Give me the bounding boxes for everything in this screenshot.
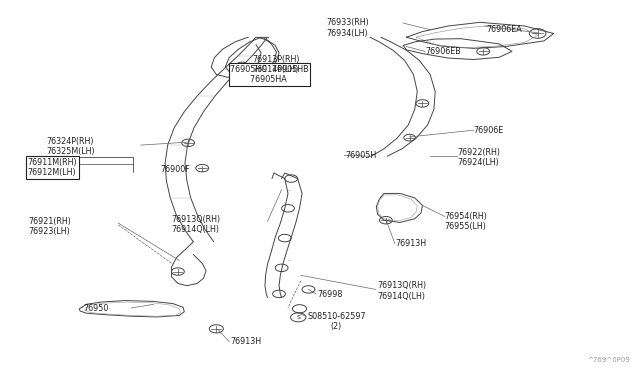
Text: 76913H: 76913H: [230, 337, 262, 346]
Text: S08510-62597: S08510-62597: [307, 312, 366, 321]
Text: 76906E: 76906E: [474, 126, 504, 135]
Text: 76906EA: 76906EA: [486, 25, 522, 34]
Text: 76905HC  76905HB
        76905HA: 76905HC 76905HB 76905HA: [230, 65, 309, 84]
Text: 76913P(RH): 76913P(RH): [253, 55, 300, 64]
Text: ^769^0P09: ^769^0P09: [588, 357, 630, 363]
Text: 76900F: 76900F: [160, 165, 189, 174]
Text: 76923(LH): 76923(LH): [29, 227, 70, 236]
Text: 76924(LH): 76924(LH): [458, 158, 499, 167]
Text: 76921(RH): 76921(RH): [29, 217, 72, 226]
Text: 76913Q(RH): 76913Q(RH): [172, 215, 221, 224]
Text: (2): (2): [330, 322, 342, 331]
Text: 76955(LH): 76955(LH): [445, 222, 486, 231]
Text: 76914Q(LH): 76914Q(LH): [172, 225, 220, 234]
Text: 76913Q(RH): 76913Q(RH): [378, 281, 427, 290]
Text: 76914Q(LH): 76914Q(LH): [378, 292, 426, 301]
Text: 76914P(LH): 76914P(LH): [253, 65, 299, 74]
Text: 76934(LH): 76934(LH): [326, 29, 368, 38]
Text: 76933(RH): 76933(RH): [326, 18, 369, 27]
Text: 76911M(RH)
76912M(LH): 76911M(RH) 76912M(LH): [28, 158, 77, 177]
Text: 76325M(LH): 76325M(LH): [46, 147, 95, 155]
Text: 76950: 76950: [83, 304, 109, 312]
Text: 76922(RH): 76922(RH): [458, 148, 500, 157]
Text: 76324P(RH): 76324P(RH): [46, 137, 93, 146]
Text: 76954(RH): 76954(RH): [445, 212, 488, 221]
Text: 76998: 76998: [317, 290, 343, 299]
Text: 76905H: 76905H: [346, 151, 377, 160]
Text: 76906EB: 76906EB: [426, 47, 461, 56]
Text: 76913H: 76913H: [395, 239, 426, 248]
Text: S: S: [296, 315, 300, 320]
